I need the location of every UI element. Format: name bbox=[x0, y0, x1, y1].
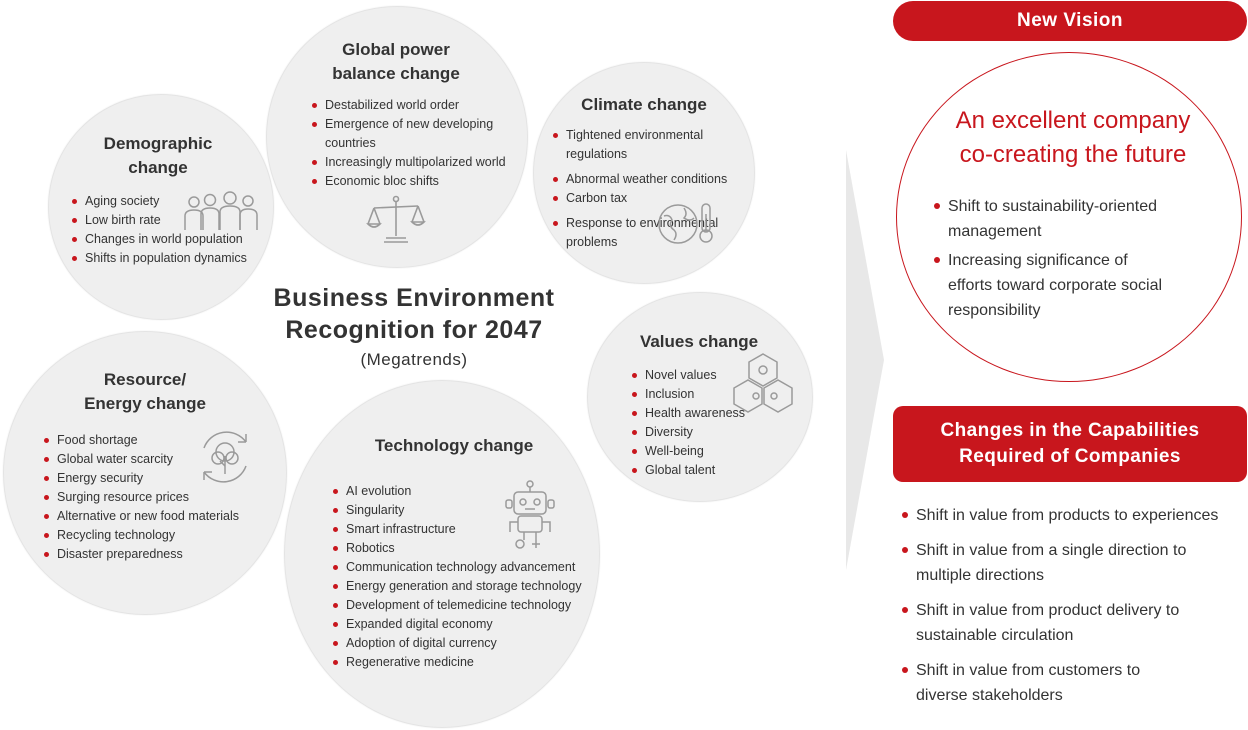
globe-thermometer-icon bbox=[654, 200, 724, 246]
list-item: Low birth rate bbox=[72, 211, 272, 230]
technology-title: Technology change bbox=[374, 436, 534, 455]
list-item: Diversity bbox=[632, 423, 782, 442]
list-item: Changes in world population bbox=[72, 230, 272, 249]
list-item: Shift in value from a single direction t… bbox=[902, 538, 1218, 588]
new-vision-label: New Vision bbox=[893, 1, 1247, 41]
list-item: Emergence of new developing countries bbox=[312, 115, 522, 153]
flow-arrow bbox=[846, 150, 886, 575]
values-title: Values change bbox=[639, 332, 759, 351]
list-item: Carbon tax bbox=[553, 189, 745, 208]
demographic-title: Demographic change bbox=[103, 134, 213, 177]
list-item: Development of telemedicine technology bbox=[333, 596, 593, 615]
vision-list: Shift to sustainability-oriented managem… bbox=[934, 194, 1224, 327]
list-item: Alternative or new food materials bbox=[44, 507, 264, 526]
list-item: Communication technology advancement bbox=[333, 558, 593, 577]
list-item: Singularity bbox=[333, 501, 593, 520]
robot-icon bbox=[500, 480, 560, 552]
resource-list: Food shortage Global water scarcity Ener… bbox=[44, 431, 264, 564]
balance-scale-icon bbox=[366, 194, 426, 244]
values-circle bbox=[587, 292, 813, 502]
vision-heading: An excellent company co-creating the fut… bbox=[955, 107, 1191, 168]
list-item: Energy generation and storage technology bbox=[333, 577, 593, 596]
puzzle-hexagon-icon bbox=[730, 352, 796, 414]
values-list: Novel values Inclusion Health awareness … bbox=[632, 366, 782, 480]
technology-list: AI evolution Singularity Smart infrastru… bbox=[333, 482, 593, 672]
list-item: Destabilized world order bbox=[312, 96, 522, 115]
vision-circle bbox=[896, 52, 1242, 382]
list-item: Expanded digital economy bbox=[333, 615, 593, 634]
climate-title: Climate change bbox=[581, 95, 707, 114]
list-item: Well-being bbox=[632, 442, 782, 461]
list-item: Shift in value from product delivery to … bbox=[902, 598, 1218, 648]
list-item: Shift in value from products to experien… bbox=[902, 503, 1218, 528]
climate-circle bbox=[533, 62, 755, 284]
demographic-list: Aging society Low birth rate Changes in … bbox=[72, 192, 272, 268]
list-item: Disaster preparedness bbox=[44, 545, 264, 564]
list-item: Health awareness bbox=[632, 404, 782, 423]
list-item: Tightened environmental regulations bbox=[553, 126, 745, 164]
list-item: Abnormal weather conditions bbox=[553, 170, 745, 189]
list-item: Response to environmental problems bbox=[553, 214, 745, 252]
list-item: Increasingly multipolarized world bbox=[312, 153, 522, 172]
list-item: Recycling technology bbox=[44, 526, 264, 545]
list-item: Global talent bbox=[632, 461, 782, 480]
list-item: Food shortage bbox=[44, 431, 264, 450]
list-item: Shift in value from customers to diverse… bbox=[902, 658, 1218, 708]
center-title: Business Environment Recognition for 204… bbox=[273, 284, 555, 344]
global-power-title: Global power balance change bbox=[332, 40, 460, 83]
global-power-circle bbox=[266, 6, 528, 268]
list-item: Global water scarcity bbox=[44, 450, 264, 469]
resource-title: Resource/ Energy change bbox=[84, 370, 206, 413]
global-power-list: Destabilized world order Emergence of ne… bbox=[312, 96, 522, 191]
list-item: Surging resource prices bbox=[44, 488, 264, 507]
list-item: Adoption of digital currency bbox=[333, 634, 593, 653]
list-item: Regenerative medicine bbox=[333, 653, 593, 672]
capabilities-list: Shift in value from products to experien… bbox=[902, 503, 1218, 718]
technology-circle bbox=[284, 380, 600, 728]
climate-list: Tightened environmental regulations Abno… bbox=[553, 126, 745, 252]
list-item: Inclusion bbox=[632, 385, 782, 404]
list-item: Shifts in population dynamics bbox=[72, 249, 272, 268]
list-item: Economic bloc shifts bbox=[312, 172, 522, 191]
list-item: Robotics bbox=[333, 539, 593, 558]
resource-circle bbox=[3, 331, 287, 615]
list-item: Novel values bbox=[632, 366, 782, 385]
list-item: AI evolution bbox=[333, 482, 593, 501]
list-item: Increasing significance of efforts towar… bbox=[934, 248, 1224, 323]
list-item: Shift to sustainability-oriented managem… bbox=[934, 194, 1224, 244]
list-item: Aging society bbox=[72, 192, 272, 211]
capabilities-label: Changes in the Capabilities Required of … bbox=[893, 406, 1247, 482]
center-subtitle: (Megatrends) bbox=[360, 350, 468, 369]
people-group-icon bbox=[182, 190, 260, 232]
recycle-tree-icon bbox=[194, 426, 256, 488]
list-item: Smart infrastructure bbox=[333, 520, 593, 539]
list-item: Energy security bbox=[44, 469, 264, 488]
